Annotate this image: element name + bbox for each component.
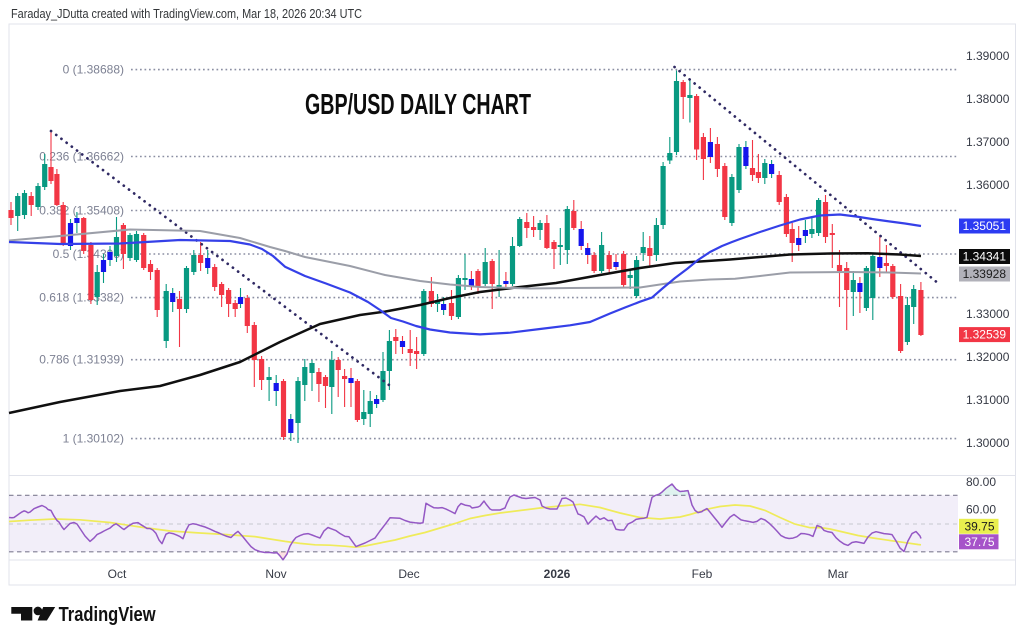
svg-text:Nov: Nov: [265, 567, 286, 581]
svg-text:1.33928: 1.33928: [963, 267, 1007, 281]
svg-text:0.236 (1.36662): 0.236 (1.36662): [39, 150, 124, 164]
svg-text:1.34341: 1.34341: [963, 250, 1007, 264]
svg-text:60.00: 60.00: [966, 503, 996, 517]
svg-text:0.786 (1.31939): 0.786 (1.31939): [39, 353, 124, 367]
svg-text:1.31000: 1.31000: [966, 393, 1010, 407]
svg-text:Faraday_JDutta created with Tr: Faraday_JDutta created with TradingView.…: [11, 7, 362, 21]
svg-text:0.382 (1.35408): 0.382 (1.35408): [39, 204, 124, 218]
svg-text:Feb: Feb: [692, 567, 713, 581]
svg-text:1 (1.30102): 1 (1.30102): [63, 432, 124, 446]
svg-text:Dec: Dec: [398, 567, 419, 581]
svg-text:1.39000: 1.39000: [966, 49, 1010, 63]
svg-text:1.33000: 1.33000: [966, 307, 1010, 321]
svg-text:1.36000: 1.36000: [966, 178, 1010, 192]
svg-text:Mar: Mar: [828, 567, 849, 581]
svg-text:37.75: 37.75: [964, 535, 994, 549]
svg-text:Oct: Oct: [108, 567, 127, 581]
svg-text:GBP/USD DAILY CHART: GBP/USD DAILY CHART: [305, 89, 531, 121]
svg-text:0.618 (1.33382): 0.618 (1.33382): [39, 291, 124, 305]
svg-text:0 (1.38688): 0 (1.38688): [63, 63, 124, 77]
svg-text:TradingView: TradingView: [59, 604, 156, 626]
svg-text:1.38000: 1.38000: [966, 92, 1010, 106]
svg-text:1.32539: 1.32539: [963, 328, 1007, 342]
svg-text:80.00: 80.00: [966, 475, 996, 489]
svg-text:1.35051: 1.35051: [963, 219, 1007, 233]
svg-text:39.75: 39.75: [964, 519, 994, 533]
svg-text:1.32000: 1.32000: [966, 350, 1010, 364]
svg-text:1.37000: 1.37000: [966, 135, 1010, 149]
svg-text:2026: 2026: [544, 567, 571, 581]
svg-text:1.30000: 1.30000: [966, 436, 1010, 450]
